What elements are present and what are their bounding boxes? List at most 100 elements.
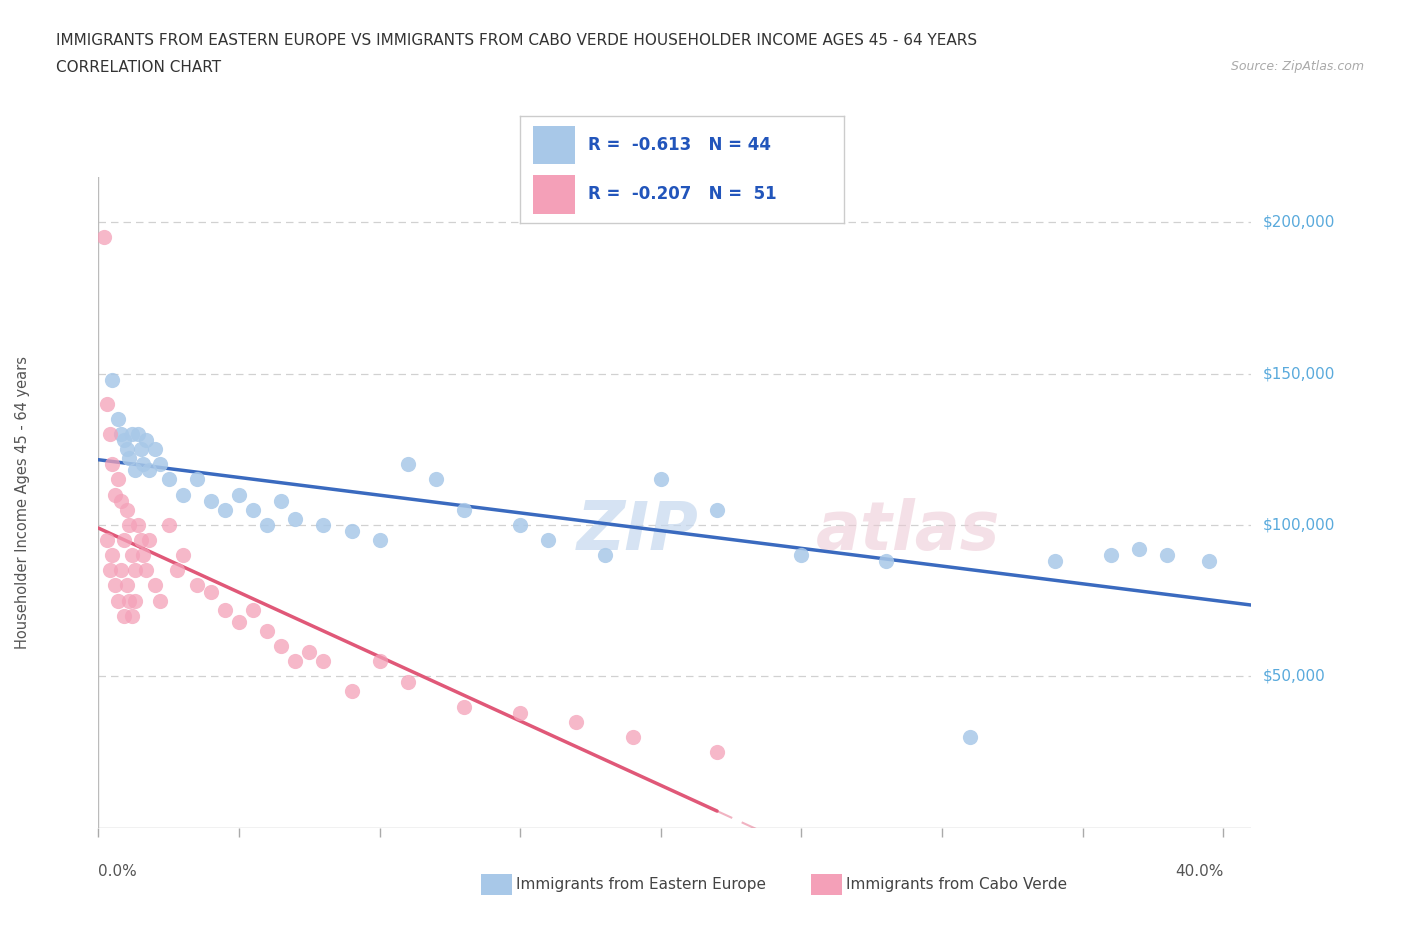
Text: R =  -0.613   N = 44: R = -0.613 N = 44	[588, 136, 770, 154]
Point	[143, 442, 166, 457]
Point	[98, 427, 121, 442]
Point	[706, 502, 728, 517]
Point	[509, 705, 531, 720]
Text: 40.0%: 40.0%	[1175, 864, 1223, 879]
Point	[228, 487, 250, 502]
Point	[790, 548, 813, 563]
Point	[101, 457, 124, 472]
Point	[135, 432, 157, 447]
Point	[453, 699, 475, 714]
Point	[129, 533, 152, 548]
Point	[1099, 548, 1122, 563]
Point	[93, 230, 115, 245]
Bar	[533, 175, 575, 214]
Bar	[533, 126, 575, 165]
Point	[110, 563, 132, 578]
Text: IMMIGRANTS FROM EASTERN EUROPE VS IMMIGRANTS FROM CABO VERDE HOUSEHOLDER INCOME : IMMIGRANTS FROM EASTERN EUROPE VS IMMIGR…	[56, 33, 977, 47]
Point	[368, 654, 391, 669]
Point	[96, 396, 118, 411]
Point	[214, 502, 236, 517]
Point	[138, 463, 160, 478]
Point	[149, 457, 172, 472]
Point	[214, 603, 236, 618]
Text: $150,000: $150,000	[1263, 366, 1334, 381]
Point	[143, 578, 166, 593]
Point	[270, 639, 292, 654]
Point	[396, 675, 419, 690]
Point	[453, 502, 475, 517]
Text: $200,000: $200,000	[1263, 215, 1334, 230]
Point	[1156, 548, 1178, 563]
Point	[118, 593, 141, 608]
Point	[149, 593, 172, 608]
Point	[172, 487, 194, 502]
Point	[115, 442, 138, 457]
Point	[107, 411, 129, 426]
Point	[166, 563, 188, 578]
Point	[157, 472, 180, 487]
Point	[157, 517, 180, 532]
Point	[396, 457, 419, 472]
Point	[112, 432, 135, 447]
Text: Householder Income Ages 45 - 64 years: Householder Income Ages 45 - 64 years	[15, 355, 30, 649]
Point	[107, 593, 129, 608]
Point	[875, 553, 897, 568]
Point	[270, 493, 292, 508]
Text: ZIP: ZIP	[576, 498, 699, 564]
Point	[101, 548, 124, 563]
Point	[340, 524, 363, 538]
Point	[186, 578, 208, 593]
Point	[98, 563, 121, 578]
Point	[312, 654, 335, 669]
Point	[284, 654, 307, 669]
Text: R =  -0.207   N =  51: R = -0.207 N = 51	[588, 185, 776, 204]
Point	[284, 512, 307, 526]
Point	[104, 487, 127, 502]
Point	[706, 745, 728, 760]
Point	[650, 472, 672, 487]
Point	[132, 457, 155, 472]
Point	[242, 603, 264, 618]
Point	[135, 563, 157, 578]
Point	[121, 427, 143, 442]
Point	[425, 472, 447, 487]
Point	[256, 517, 278, 532]
Point	[228, 615, 250, 630]
Text: $100,000: $100,000	[1263, 517, 1334, 532]
Point	[121, 548, 143, 563]
Point	[101, 372, 124, 387]
Text: CORRELATION CHART: CORRELATION CHART	[56, 60, 221, 75]
Point	[1198, 553, 1220, 568]
Point	[127, 517, 149, 532]
Text: Immigrants from Eastern Europe: Immigrants from Eastern Europe	[516, 877, 766, 892]
Point	[368, 533, 391, 548]
Text: Source: ZipAtlas.com: Source: ZipAtlas.com	[1230, 60, 1364, 73]
Point	[112, 608, 135, 623]
Point	[621, 729, 644, 744]
Point	[200, 584, 222, 599]
Point	[1128, 541, 1150, 556]
Point	[172, 548, 194, 563]
Point	[509, 517, 531, 532]
Point	[537, 533, 560, 548]
Point	[127, 427, 149, 442]
Text: Immigrants from Cabo Verde: Immigrants from Cabo Verde	[846, 877, 1067, 892]
Text: 0.0%: 0.0%	[98, 864, 138, 879]
Point	[256, 623, 278, 638]
Point	[107, 472, 129, 487]
Point	[1043, 553, 1066, 568]
Point	[96, 533, 118, 548]
Point	[298, 644, 321, 659]
Point	[115, 578, 138, 593]
Point	[242, 502, 264, 517]
Point	[312, 517, 335, 532]
Point	[124, 463, 146, 478]
Point	[593, 548, 616, 563]
Point	[104, 578, 127, 593]
Point	[118, 517, 141, 532]
Point	[959, 729, 981, 744]
Point	[110, 493, 132, 508]
Point	[565, 714, 588, 729]
Point	[115, 502, 138, 517]
Text: $50,000: $50,000	[1263, 669, 1326, 684]
